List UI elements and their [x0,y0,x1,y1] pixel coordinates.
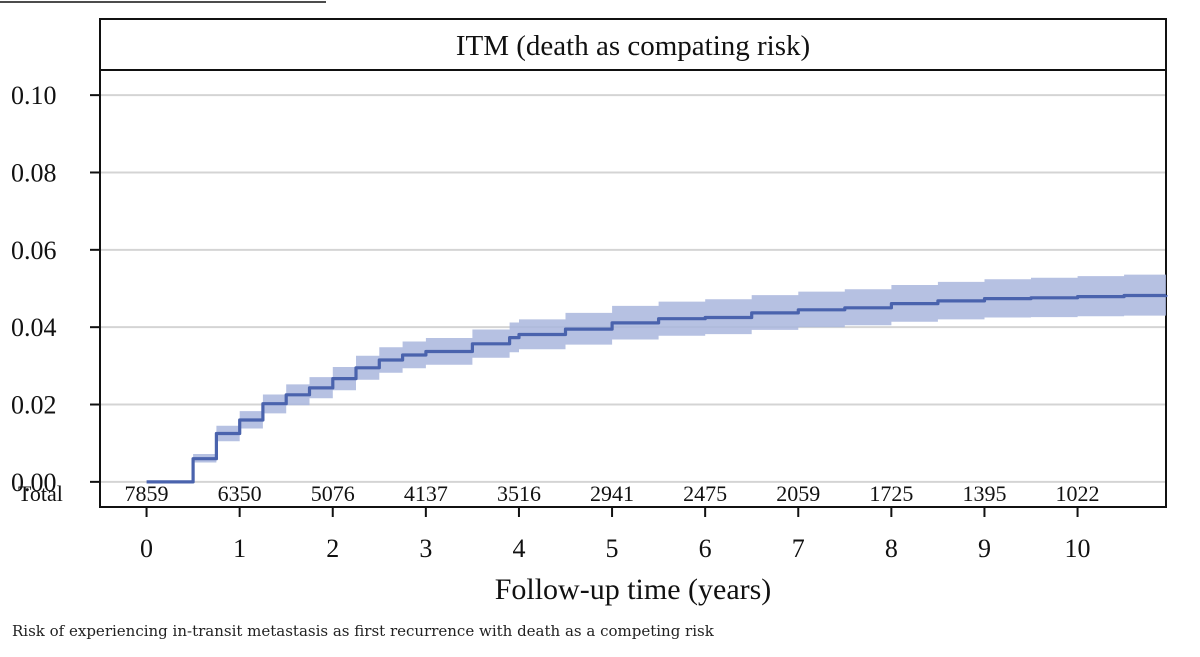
risk-count-3: 4137 [404,481,448,506]
y-tick-label-5: 0.10 [11,81,57,110]
x-tick-label-5: 5 [606,534,619,563]
risk-table-label: Total [18,481,63,506]
y-tick-label-4: 0.08 [11,158,57,187]
risk-table: 7859 6350 5076 4137 3516 2941 2475 2059 1725 1395… [125,481,1100,506]
risk-count-4: 3516 [497,481,541,506]
x-tick-label-10: 10 [1065,534,1091,563]
y-tick-label-1: 0.02 [11,391,57,420]
x-tick-label-0: 0 [140,534,153,563]
y-axis: 0.00 0.02 0.04 0.06 0.08 0.10 [11,81,100,497]
x-axis: 0 1 2 3 4 5 6 7 8 9 10 [140,507,1091,563]
series-line-layer [146,293,1168,484]
x-tick-label-8: 8 [885,534,898,563]
risk-count-5: 2941 [590,481,634,506]
x-tick-label-4: 4 [512,534,525,563]
y-tick-label-2: 0.04 [11,313,57,342]
x-tick-label-3: 3 [419,534,432,563]
risk-count-6: 2475 [683,481,727,506]
x-tick-label-2: 2 [326,534,339,563]
x-axis-label: Follow-up time (years) [495,573,772,606]
risk-count-7: 2059 [776,481,820,506]
gridlines [101,94,1165,483]
risk-count-0: 7859 [125,481,169,506]
y-tick-label-0: 0.00 [11,468,57,497]
x-tick-label-7: 7 [792,534,805,563]
x-tick-label-6: 6 [699,534,712,563]
chart-title: ITM (death as compating risk) [456,30,810,62]
x-tick-label-9: 9 [978,534,991,563]
y-tick-label-3: 0.06 [11,236,57,265]
risk-count-9: 1395 [962,481,1006,506]
x-tick-label-1: 1 [233,534,246,563]
cumulative-incidence-line [146,293,1168,484]
risk-count-8: 1725 [869,481,913,506]
risk-count-10: 1022 [1056,481,1100,506]
risk-count-2: 5076 [311,481,355,506]
risk-count-1: 6350 [218,481,262,506]
figure-caption: Risk of experiencing in-transit metastas… [12,622,714,640]
